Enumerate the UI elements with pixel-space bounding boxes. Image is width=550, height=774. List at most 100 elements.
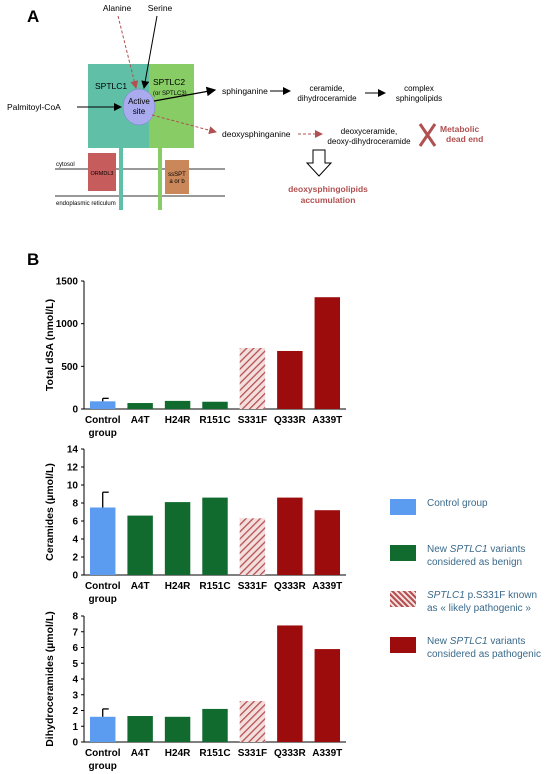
x-tick-label: Control group (85, 581, 121, 605)
alanine-label: Alanine (103, 3, 132, 13)
y-tick-label: 8 (72, 499, 78, 510)
panel-b-letter: B (27, 250, 39, 269)
x-tick-label: S331F (238, 748, 267, 759)
sphingolipids-label: sphingolipids (396, 94, 442, 103)
y-tick-label: 1 (72, 722, 78, 733)
bar-a339t (314, 510, 341, 575)
palmitoyl-coa-label: Palmitoyl-CoA (7, 102, 61, 112)
y-tick-label: 1500 (56, 277, 79, 288)
legend-swatch (390, 591, 416, 607)
x-tick-label: A339T (312, 748, 342, 759)
y-tick-label: 8 (72, 612, 78, 623)
deoxyceramide-label: deoxyceramide, (341, 127, 397, 136)
y-tick-label: 0 (72, 405, 78, 416)
sptlc2-label: SPTLC2 (153, 77, 185, 87)
bar-s331f (239, 347, 266, 409)
y-tick-label: 6 (72, 643, 78, 654)
complex-label: complex (404, 84, 434, 93)
dead-end-label-2: dead end (446, 134, 483, 144)
x-tick-label: S331F (238, 415, 267, 426)
active-site (122, 88, 156, 126)
legend-swatch (390, 499, 416, 515)
legend-item-control: Control group (390, 497, 550, 523)
bar-a4t (127, 716, 153, 742)
y-tick-label: 3 (72, 690, 78, 701)
x-tick-label: H24R (165, 748, 191, 759)
x-tick-label: Q333R (274, 748, 306, 759)
bar-s331f (239, 518, 266, 575)
sptlc2-box (149, 64, 194, 148)
ormdl3-box (88, 153, 116, 191)
bar-control-group (89, 401, 116, 409)
x-tick-label: R151C (199, 415, 230, 426)
dead-end-cross-stroke-2 (418, 123, 437, 147)
legend-item-likely-pathogenic: SPTLC1 p.S331F known as « likely pathoge… (390, 589, 550, 615)
bar-r151c (202, 401, 228, 409)
y-tick-label: 5 (72, 659, 78, 670)
y-tick-label: 6 (72, 517, 78, 528)
x-tick-label: H24R (165, 415, 191, 426)
bar-a4t (127, 403, 153, 409)
bar-control-group (89, 507, 116, 575)
y-tick-label: 12 (67, 463, 79, 474)
sphinganine-arrow (153, 86, 217, 102)
legend-label: Control group (427, 498, 488, 509)
y-tick-label: 2 (72, 553, 78, 564)
legend-swatch (390, 545, 416, 561)
accumulation-arrow (305, 149, 333, 177)
bar-h24r (164, 400, 191, 409)
sspt-box (165, 160, 189, 194)
bar-s331f (239, 701, 266, 742)
y-tick-label: 4 (72, 675, 78, 686)
bar-r151c (202, 708, 228, 742)
sphinganine-label: sphinganine (222, 86, 268, 96)
legend-label: New SPTLC1 variants considered as benign (427, 544, 526, 568)
x-tick-label: A4T (131, 748, 150, 759)
ormdl3-label: ORMDL3 (91, 171, 114, 177)
sptlc1-label: SPTLC1 (95, 81, 127, 91)
panel-a-letter: A (27, 7, 39, 26)
sspt-label: ssSPT (168, 172, 186, 178)
bar-q333r (277, 625, 303, 742)
ceramide-label: ceramide, (309, 84, 344, 93)
y-tick-label: 4 (72, 535, 78, 546)
x-tick-label: Q333R (274, 415, 306, 426)
bar-a339t (314, 649, 341, 742)
accumulation-label-2: accumulation (301, 195, 356, 205)
dihydroceramide-label: dihydroceramide (297, 94, 357, 103)
sptlc2-stem (158, 146, 162, 210)
x-tick-label: A339T (312, 415, 342, 426)
x-tick-label: S331F (238, 581, 267, 592)
sspt-sublabel: a or b (169, 179, 185, 185)
y-axis-label: Total dSA (nmol/L) (44, 299, 56, 391)
bar-q333r (277, 497, 303, 575)
cytosol-label: cytosol (56, 162, 75, 168)
sptlc1-stem (119, 146, 123, 210)
bar-a4t (127, 515, 153, 575)
bar-a339t (314, 297, 341, 409)
y-axis-label: Ceramides (µmol/L) (44, 463, 56, 561)
y-tick-label: 1000 (56, 319, 79, 330)
y-tick-label: 7 (72, 627, 78, 638)
legend: Control group New SPTLC1 variants consid… (390, 497, 550, 681)
deoxy-dihydroceramide-label: deoxy-dihydroceramide (327, 137, 411, 146)
bar-q333r (277, 350, 303, 409)
legend-swatch (390, 637, 416, 653)
y-axis-label: Dihydroceramides (µmol/L) (44, 611, 56, 747)
x-tick-label: Control group (85, 748, 121, 772)
x-tick-label: A339T (312, 581, 342, 592)
legend-label: New SPTLC1 variants considered as pathog… (427, 636, 541, 660)
alanine-arrow (117, 15, 139, 89)
y-tick-label: 0 (72, 738, 78, 749)
legend-item-pathogenic: New SPTLC1 variants considered as pathog… (390, 635, 550, 661)
serine-label: Serine (148, 3, 173, 13)
accumulation-label: deoxysphingolipids (288, 184, 368, 194)
legend-label: SPTLC1 p.S331F known as « likely pathoge… (427, 590, 538, 614)
active-site-label: Active (128, 97, 150, 106)
dead-end-label: Metabolic (440, 124, 479, 134)
y-tick-label: 2 (72, 706, 78, 717)
legend-item-benign: New SPTLC1 variants considered as benign (390, 543, 550, 569)
y-tick-label: 14 (67, 445, 79, 456)
